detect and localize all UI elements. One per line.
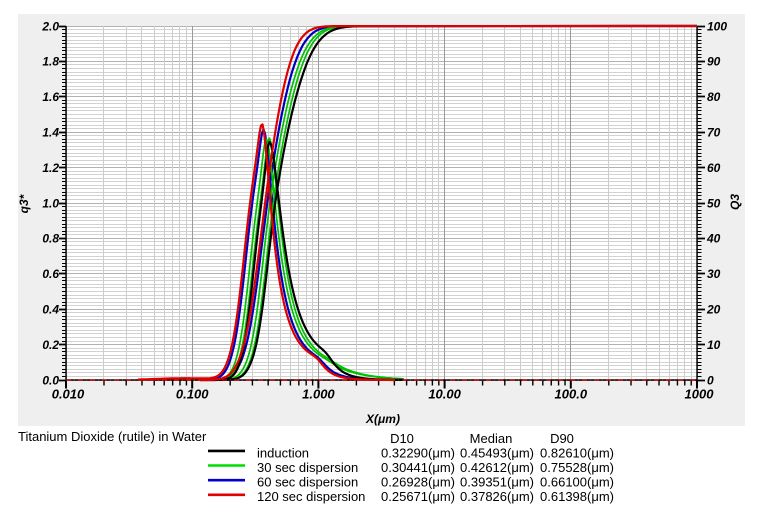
svg-text:30 sec dispersion: 30 sec dispersion	[257, 460, 358, 475]
svg-text:0.37826(μm): 0.37826(μm)	[460, 489, 534, 504]
svg-text:Titanium Dioxide (rutile) in W: Titanium Dioxide (rutile) in Water	[18, 429, 207, 444]
svg-text:induction: induction	[257, 445, 309, 460]
svg-text:1.2: 1.2	[42, 161, 59, 175]
svg-text:100.0: 100.0	[555, 387, 588, 402]
svg-text:0.45493(μm): 0.45493(μm)	[460, 445, 534, 460]
svg-text:0.75528(μm): 0.75528(μm)	[540, 460, 614, 475]
svg-text:2.0: 2.0	[41, 19, 59, 33]
svg-text:30: 30	[707, 267, 721, 281]
svg-text:20: 20	[706, 303, 721, 317]
svg-text:0.39351(μm): 0.39351(μm)	[460, 475, 534, 490]
svg-text:1000: 1000	[685, 387, 715, 402]
svg-text:1.0: 1.0	[42, 196, 59, 210]
svg-text:0.0: 0.0	[42, 373, 59, 387]
svg-text:60 sec dispersion: 60 sec dispersion	[257, 475, 358, 490]
svg-text:0.61398(μm): 0.61398(μm)	[540, 489, 614, 504]
svg-text:0.82610(μm): 0.82610(μm)	[540, 445, 614, 460]
svg-text:100: 100	[707, 19, 727, 33]
svg-text:0.100: 0.100	[176, 387, 209, 402]
svg-text:1.000: 1.000	[302, 387, 335, 402]
svg-text:40: 40	[706, 232, 721, 246]
svg-text:60: 60	[707, 161, 721, 175]
svg-text:0.42612(μm): 0.42612(μm)	[460, 460, 534, 475]
svg-text:0.25671(μm): 0.25671(μm)	[381, 489, 455, 504]
svg-text:0.4: 0.4	[42, 303, 59, 317]
svg-text:10.00: 10.00	[428, 387, 461, 402]
svg-text:Q3: Q3	[728, 194, 742, 210]
svg-text:1.8: 1.8	[42, 55, 59, 69]
svg-text:80: 80	[707, 90, 721, 104]
svg-text:0: 0	[707, 373, 714, 387]
svg-text:D10: D10	[390, 431, 414, 446]
svg-text:D90: D90	[550, 431, 574, 446]
svg-text:0.66100(μm): 0.66100(μm)	[540, 475, 614, 490]
svg-text:0.2: 0.2	[42, 338, 59, 352]
svg-text:X(μm): X(μm)	[365, 412, 400, 426]
svg-text:1.6: 1.6	[42, 90, 59, 104]
svg-text:0.8: 0.8	[42, 232, 59, 246]
svg-text:1.4: 1.4	[42, 126, 59, 140]
svg-text:90: 90	[707, 55, 721, 69]
svg-text:0.010: 0.010	[52, 387, 85, 402]
svg-text:0.32290(μm): 0.32290(μm)	[381, 445, 455, 460]
svg-text:120 sec dispersion: 120 sec dispersion	[257, 489, 365, 504]
svg-text:70: 70	[707, 126, 721, 140]
svg-text:Median: Median	[470, 431, 513, 446]
svg-text:q3*: q3*	[17, 193, 31, 213]
svg-text:0.30441(μm): 0.30441(μm)	[381, 460, 455, 475]
svg-text:10: 10	[707, 338, 721, 352]
svg-text:0.6: 0.6	[42, 267, 59, 281]
svg-text:0.26928(μm): 0.26928(μm)	[381, 475, 455, 490]
svg-text:50: 50	[707, 196, 721, 210]
